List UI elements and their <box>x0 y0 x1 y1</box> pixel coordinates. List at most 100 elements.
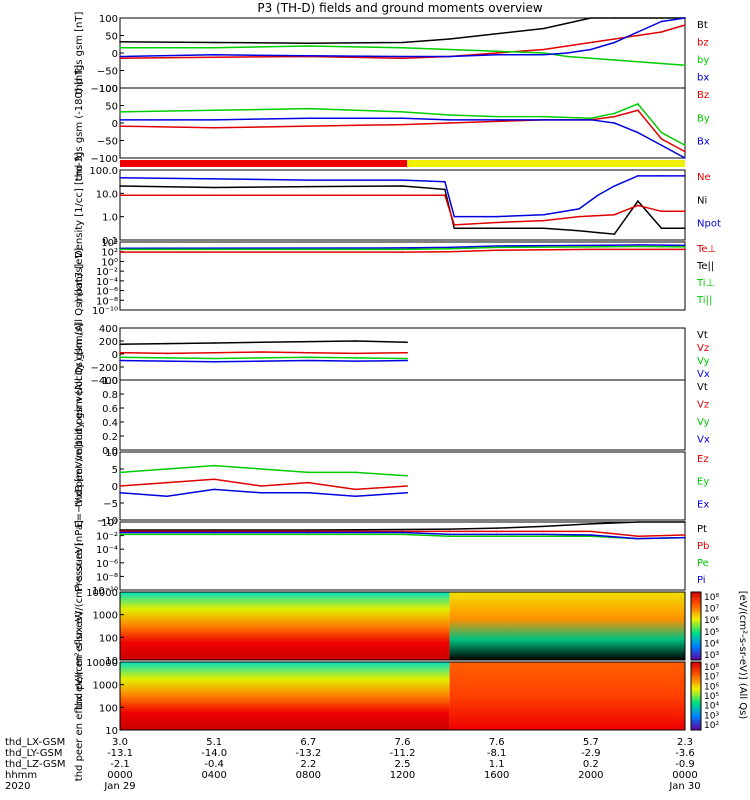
data-point <box>307 117 310 120</box>
data-point <box>307 351 310 354</box>
data-point <box>213 53 215 56</box>
axis-value: -0.4 <box>204 759 224 770</box>
y-tick-label: 10.0 <box>96 189 118 200</box>
data-point <box>213 488 215 491</box>
y-tick-label: 10000 <box>86 658 118 669</box>
axis-value: 5.1 <box>206 737 222 748</box>
data-point <box>213 186 215 189</box>
panel-5: 400 200 0 −200 −400 thd peir velocity gsm (Al… <box>74 264 710 445</box>
data-point <box>260 357 263 359</box>
data-point <box>401 179 404 181</box>
data-point <box>542 53 545 56</box>
data-point <box>401 247 404 249</box>
data-point <box>495 533 498 536</box>
data-point <box>495 120 498 123</box>
data-point <box>307 42 310 44</box>
colorbar-tick-label: 10³ <box>704 651 719 661</box>
data-point <box>637 204 639 207</box>
data-point <box>448 247 451 250</box>
axis-value: 0000 <box>672 770 697 781</box>
data-point <box>684 17 686 19</box>
data-point <box>213 464 215 467</box>
data-point <box>354 352 357 355</box>
data-point <box>495 50 498 53</box>
legend-entry: bz <box>697 38 709 49</box>
data-point <box>307 481 310 484</box>
y-tick-label: 0.2 <box>102 432 118 443</box>
y-tick-label: 10⁻⁶ <box>96 287 118 298</box>
data-point <box>453 215 456 218</box>
data-point <box>448 530 451 533</box>
y-axis-label: thd peer en eflux eV/(cm²-s-sr-eV) <box>74 611 85 782</box>
data-point <box>307 533 310 536</box>
data-point <box>495 32 498 35</box>
y-tick-label: −200 <box>91 363 118 374</box>
data-point <box>213 119 215 121</box>
data-point <box>213 109 215 112</box>
y-tick-label: 5 <box>112 465 118 476</box>
data-point <box>542 535 545 538</box>
series-line-npot <box>119 175 685 218</box>
data-point <box>684 248 686 251</box>
panel-frame <box>119 241 686 311</box>
y-axis-label: Pressure [nPa] <box>74 520 85 592</box>
legend-entry: bx <box>697 73 709 84</box>
colorbar-tick-label: 10⁶ <box>704 682 719 692</box>
data-point <box>166 468 168 470</box>
data-point <box>684 521 686 523</box>
data-point <box>590 48 592 51</box>
data-point <box>354 488 357 491</box>
spectrogram-ion-sheet <box>120 592 450 660</box>
spectrogram-lobe <box>449 662 685 730</box>
data-point <box>613 115 616 118</box>
data-point <box>637 245 639 248</box>
data-point <box>401 251 404 253</box>
data-point <box>637 521 639 523</box>
data-point <box>119 251 121 253</box>
y-tick-label: 100 <box>99 14 118 25</box>
data-point <box>401 57 404 60</box>
data-point <box>684 157 686 159</box>
series-line-ey <box>119 464 408 477</box>
data-point <box>590 244 592 247</box>
data-point <box>307 531 310 534</box>
series-line-by <box>119 103 686 146</box>
colorbar-tick-label: 10⁸ <box>704 663 719 673</box>
data-point <box>166 481 168 484</box>
data-point <box>213 56 215 58</box>
panel-1: 100 50 0 −50 −100 thd fgs gsm (-180) [nT] Bz By… <box>74 65 710 182</box>
time-axis-labels: thd_LX-GSM 3.0 5.1 6.7 7.6 7.6 5.7 2.3 thd_LY-GS… <box>5 737 701 792</box>
y-tick-label: −50 <box>97 137 118 148</box>
data-point <box>542 533 545 536</box>
legend-entry: Pe <box>697 558 709 569</box>
data-point <box>119 343 121 346</box>
legend-entry: Vz <box>697 400 709 411</box>
data-point <box>684 144 686 147</box>
data-point <box>590 17 592 19</box>
data-point <box>495 527 498 529</box>
panel-frame <box>119 327 686 381</box>
data-point <box>119 351 121 354</box>
data-point <box>660 138 663 140</box>
y-tick-label: 1.0 <box>102 376 118 387</box>
legend-entry: Ni <box>697 195 707 206</box>
data-point <box>495 530 498 533</box>
data-point <box>119 119 121 121</box>
y-tick-label: 100 <box>99 633 118 644</box>
data-point <box>542 115 545 118</box>
data-point <box>684 244 686 247</box>
data-point <box>684 246 686 248</box>
y-tick-label: 1000 <box>93 681 118 692</box>
data-point <box>566 45 569 47</box>
data-point <box>495 53 498 56</box>
data-point <box>637 535 639 538</box>
panel-0: 100 50 0 −50 −100 thd fgs gsm [nT] Bt bz by bx <box>74 12 709 95</box>
axis-value: 0.2 <box>583 759 599 770</box>
axis-value: Jan 30 <box>668 781 700 792</box>
legend-entry: Vt <box>697 382 708 393</box>
y-tick-label: 10⁻⁴ <box>96 545 118 556</box>
series-line-pi <box>120 531 686 540</box>
data-point <box>684 227 686 230</box>
axis-value: 7.6 <box>395 737 411 748</box>
